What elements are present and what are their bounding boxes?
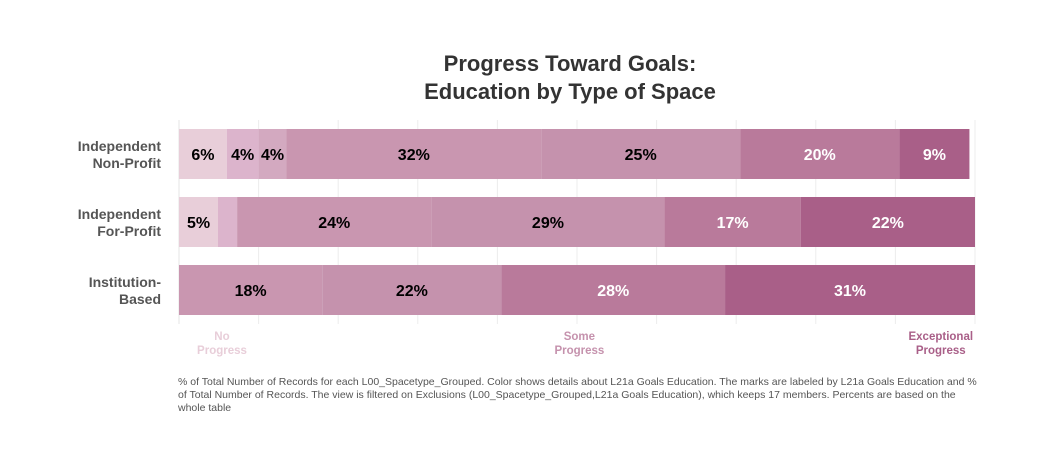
progress-axis-label: Progress	[916, 345, 966, 357]
bar-segment	[218, 197, 238, 247]
bar-segment-label: 17%	[717, 215, 749, 232]
chart-title-line-2: Education by Type of Space	[424, 79, 716, 104]
bar-segment	[286, 129, 542, 179]
bar-segment	[179, 265, 323, 315]
progress-axis-label: Some	[564, 331, 595, 343]
bar-segment	[725, 265, 975, 315]
bar-segment-label: 32%	[398, 147, 430, 164]
bar-segment	[322, 265, 502, 315]
bar-segment	[431, 197, 665, 247]
bar-segment	[501, 265, 726, 315]
progress-axis-labels: No Progress Some Progress Exceptional Progres…	[197, 331, 973, 357]
row-label: Institution-	[89, 274, 162, 290]
row-label: For-Profit	[97, 223, 161, 239]
bar-segment-label: 20%	[804, 147, 836, 164]
row-label: Based	[119, 291, 161, 307]
bar-segment-label: 31%	[834, 283, 866, 300]
bar-segment-label: 18%	[235, 283, 267, 300]
progress-axis-label: Progress	[197, 345, 247, 357]
row-label: Independent	[78, 138, 162, 154]
bar-segment	[800, 197, 975, 247]
chart-title: Progress Toward Goals: Education by Type…	[330, 50, 810, 106]
chart-footnote: % of Total Number of Records for each L0…	[178, 376, 977, 414]
bar-segment-label: 4%	[261, 147, 284, 164]
bar-segment-label: 22%	[872, 215, 904, 232]
progress-axis-label: Progress	[554, 345, 604, 357]
progress-axis-label: No	[214, 331, 229, 343]
bars: 6% 4% 4% 32% 25% 20% 9% 5% 24% 29% 17% 22% 18% 22% 28%…	[179, 129, 975, 315]
stacked-bar-chart: 6% 4% 4% 32% 25% 20% 9% 5% 24% 29% 17% 22% 18% 22% 28%…	[78, 120, 976, 357]
bar-segment	[541, 129, 741, 179]
progress-axis-label: Exceptional	[908, 331, 973, 343]
row-label: Independent	[78, 206, 162, 222]
bar-segment-label: 9%	[923, 147, 946, 164]
bar-segment	[664, 197, 801, 247]
bar-segment	[899, 129, 970, 179]
bar-segment-label: 22%	[396, 283, 428, 300]
bar-segment	[258, 129, 287, 179]
bar-segment	[237, 197, 432, 247]
bar-segment	[226, 129, 259, 179]
bar-segment-label: 28%	[597, 283, 629, 300]
bar-segment	[179, 197, 219, 247]
bar-segment	[179, 129, 227, 179]
bar-segment-label: 6%	[191, 147, 214, 164]
bar-segment-label: 24%	[318, 215, 350, 232]
bar-segment-label: 4%	[231, 147, 254, 164]
bar-segment-label: 25%	[625, 147, 657, 164]
bar-segment	[740, 129, 900, 179]
row-labels: IndependentNon-ProfitIndependentFor-Prof…	[78, 138, 162, 307]
row-label: Non-Profit	[93, 155, 162, 171]
chart-title-line-1: Progress Toward Goals:	[443, 51, 697, 76]
bar-segment-label: 5%	[187, 215, 210, 232]
bar-segment-label: 29%	[532, 215, 564, 232]
